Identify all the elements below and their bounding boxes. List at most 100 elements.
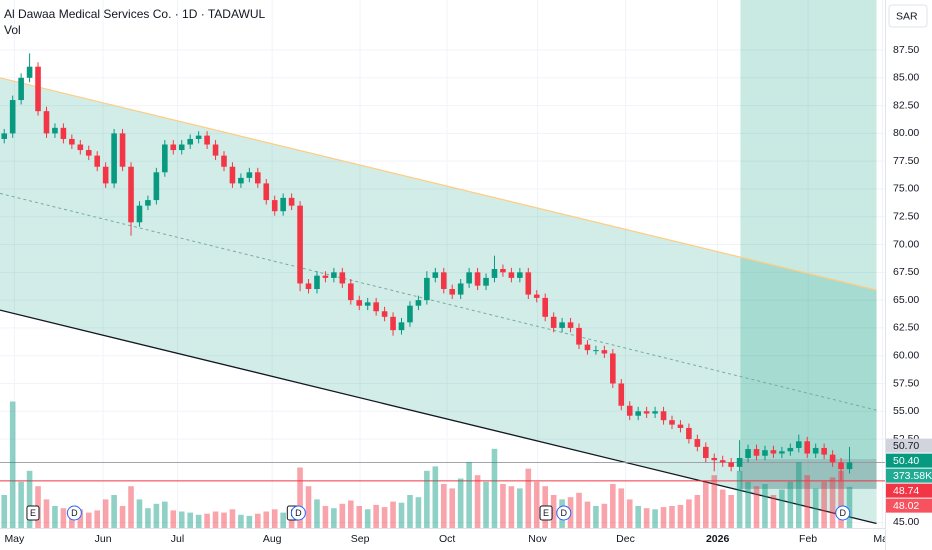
event-label: E — [543, 508, 549, 518]
candle-body — [263, 183, 270, 201]
candle-body — [660, 411, 667, 421]
candle-body — [457, 283, 464, 295]
x-tick-label: Feb — [799, 533, 817, 545]
price-tag-label: 50.70 — [893, 440, 919, 452]
candle-body — [398, 322, 405, 331]
y-tick-label: 87.50 — [893, 44, 919, 56]
event-marker — [26, 505, 40, 521]
candle-body — [178, 144, 185, 151]
candle-body — [753, 449, 760, 456]
volume-bar — [52, 506, 58, 528]
candle-body — [474, 272, 481, 286]
candle-body — [762, 450, 768, 456]
candle-body — [584, 344, 591, 351]
candle-body — [491, 269, 498, 278]
y-tick-label: 85.00 — [893, 72, 919, 84]
candle-body — [787, 447, 794, 452]
x-tick-label: Dec — [616, 533, 635, 545]
volume-bar — [550, 495, 557, 528]
candle-body — [204, 135, 210, 145]
x-tick-label: Jul — [171, 533, 184, 545]
volume-bar — [26, 470, 33, 528]
candle-body — [610, 353, 616, 384]
volume-bar — [643, 508, 650, 528]
volume-bar — [136, 499, 143, 528]
candle-body — [381, 311, 388, 317]
candle-body — [677, 424, 684, 428]
volume-bar — [221, 512, 227, 528]
candle-body — [162, 144, 168, 173]
volume-bar — [669, 506, 675, 528]
volume-bar — [491, 448, 498, 528]
candle-body — [43, 111, 50, 134]
x-tick-label: Mar — [873, 533, 892, 545]
volume-title: Vol — [4, 23, 21, 37]
event-marker — [66, 505, 82, 521]
candle-body — [195, 135, 202, 139]
volume-bar — [812, 488, 819, 528]
candle-body — [18, 77, 24, 101]
candle-body — [703, 446, 709, 458]
candle-body — [779, 451, 785, 454]
volume-bar — [821, 481, 827, 528]
volume-bar — [390, 501, 396, 528]
volume-bar — [331, 508, 337, 528]
candle-body — [838, 462, 844, 470]
candle-body — [60, 127, 67, 139]
volume-bar — [229, 509, 236, 528]
volume-bar — [533, 481, 540, 528]
volume-bar — [212, 511, 219, 528]
candle-body — [347, 283, 354, 301]
x-tick-label: May — [4, 533, 25, 545]
candle-body — [69, 138, 75, 145]
candle-body — [669, 420, 675, 425]
candle-body — [508, 272, 515, 278]
candle-body — [297, 205, 303, 284]
channel-upper — [0, 77, 877, 291]
volume-bar — [178, 511, 185, 528]
volume-bar — [779, 489, 785, 528]
volume-bar — [838, 470, 844, 528]
candle-body — [339, 272, 346, 284]
candle-body — [145, 200, 151, 206]
volume-bar — [305, 486, 312, 528]
volume-bar — [9, 401, 16, 528]
price-tag-label: 48.74 — [893, 485, 919, 497]
volume-bar — [102, 499, 109, 528]
candle-body — [229, 166, 236, 184]
candle-body — [432, 272, 439, 278]
price-tag — [886, 498, 932, 513]
volume-bar — [60, 508, 67, 528]
volume-bar — [238, 514, 244, 528]
volume-bar — [263, 511, 270, 528]
volume-bar — [314, 499, 320, 528]
price-tag-label: 48.02 — [893, 500, 919, 512]
volume-bar — [686, 499, 692, 528]
volume-bar — [660, 507, 667, 528]
y-tick-label: 70.00 — [893, 238, 919, 250]
y-tick-label: 55.00 — [893, 405, 919, 417]
volume-bar — [339, 503, 346, 528]
volume-bar — [373, 504, 379, 528]
volume-bar — [736, 470, 743, 528]
candle-body — [550, 316, 557, 328]
candle-body — [314, 275, 320, 290]
volume-bar — [195, 514, 202, 528]
volume-bar — [128, 486, 134, 528]
volume-bar — [466, 462, 472, 528]
volume-bar — [719, 489, 726, 528]
volume-bar — [1, 495, 8, 528]
candle-body — [94, 155, 101, 167]
volume-bar — [424, 470, 430, 528]
currency-box[interactable] — [888, 4, 928, 28]
candle-body — [288, 197, 295, 206]
event-marker — [290, 505, 306, 521]
candle-body — [829, 454, 836, 463]
candle-body — [542, 297, 549, 317]
event-marker — [539, 505, 553, 521]
volume-bar — [415, 497, 422, 528]
volume-bar — [703, 481, 709, 528]
candle-body — [559, 322, 565, 328]
volume-bar — [508, 486, 515, 528]
